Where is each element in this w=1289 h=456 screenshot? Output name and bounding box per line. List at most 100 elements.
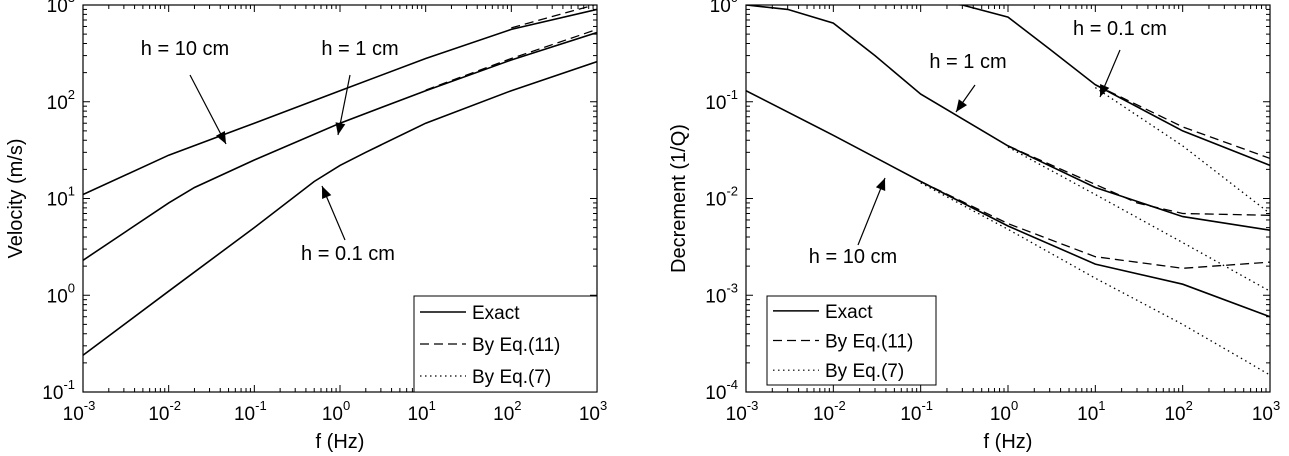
x-tick-base: 10 bbox=[579, 404, 600, 425]
x-tick-exponent: 2 bbox=[1186, 398, 1193, 413]
x-tick-label: 102 bbox=[493, 398, 521, 425]
y-tick-label: 10-1 bbox=[705, 87, 738, 114]
x-tick-exponent: 0 bbox=[343, 398, 350, 413]
annotation-label: h = 10 cm bbox=[809, 246, 897, 268]
x-tick-base: 10 bbox=[407, 404, 428, 425]
y-tick-label: 103 bbox=[47, 0, 75, 17]
series-line-h-1-cm-dotted bbox=[1007, 146, 1270, 292]
y-tick-exponent: 2 bbox=[68, 87, 75, 102]
annotation-arrow-shaft bbox=[857, 177, 886, 246]
annotation-label: h = 1 cm bbox=[929, 51, 1006, 73]
series-line-h-0-1-cm-dotted bbox=[1094, 87, 1270, 215]
x-tick-exponent: -2 bbox=[834, 398, 846, 413]
x-tick-base: 10 bbox=[726, 404, 747, 425]
x-tick-base: 10 bbox=[1164, 404, 1185, 425]
y-tick-label: 100 bbox=[710, 0, 738, 17]
series-line-h-0-1-cm-solid bbox=[950, 5, 1270, 167]
series-line-h-1-cm-solid bbox=[746, 5, 1270, 231]
series-group bbox=[83, 5, 597, 356]
series-line-h-10-cm-dashed bbox=[920, 180, 1270, 269]
y-tick-exponent: 0 bbox=[731, 0, 738, 5]
y-tick-exponent: 3 bbox=[68, 0, 75, 5]
x-axis-label: f (Hz) bbox=[316, 431, 365, 453]
annotation-arrow-head bbox=[875, 178, 886, 191]
x-tick-label: 100 bbox=[990, 398, 1018, 425]
x-tick-base: 10 bbox=[900, 404, 921, 425]
x-tick-exponent: -3 bbox=[747, 398, 759, 413]
x-tick-base: 10 bbox=[493, 404, 514, 425]
decrement-chart: 10-3 10-2 10-1 100 101 102 10310-410-310-210-1… bbox=[668, 0, 1280, 453]
y-tick-base: 10 bbox=[705, 190, 726, 211]
y-tick-base: 10 bbox=[705, 383, 726, 404]
series-line-h-0-1-cm-dashed bbox=[1095, 84, 1270, 160]
y-tick-base: 10 bbox=[47, 286, 68, 307]
y-tick-label: 10-2 bbox=[705, 184, 738, 211]
y-tick-label: 100 bbox=[47, 280, 75, 307]
x-tick-exponent: 3 bbox=[1273, 398, 1280, 413]
x-tick-label: 101 bbox=[407, 398, 435, 425]
y-tick-exponent: -3 bbox=[726, 280, 738, 295]
legend-label: By Eq.(7) bbox=[472, 367, 551, 388]
x-tick-base: 10 bbox=[990, 404, 1011, 425]
series-line-h-10-cm-solid bbox=[746, 89, 1270, 318]
y-tick-exponent: -1 bbox=[726, 87, 738, 102]
y-tick-exponent: -1 bbox=[63, 377, 75, 392]
annotation-label: h = 0.1 cm bbox=[1073, 18, 1167, 40]
series-line-h-1-cm-dashed bbox=[1007, 145, 1270, 216]
annotation-arrow-head bbox=[956, 99, 967, 112]
legend: Exact By Eq.(11) By Eq.(7) bbox=[413, 295, 598, 393]
y-axis-label: Velocity (m/s) bbox=[5, 138, 27, 258]
x-tick-exponent: 3 bbox=[600, 398, 607, 413]
y-tick-label: 10-4 bbox=[705, 377, 738, 404]
y-tick-base: 10 bbox=[47, 0, 68, 17]
tick-marks bbox=[745, 4, 1271, 393]
y-tick-label: 10-1 bbox=[42, 377, 75, 404]
y-tick-label: 10-3 bbox=[705, 280, 738, 307]
y-tick-base: 10 bbox=[710, 0, 731, 17]
annotation-arrow-head bbox=[216, 131, 226, 144]
y-tick-exponent: 1 bbox=[68, 184, 75, 199]
x-tick-base: 10 bbox=[813, 404, 834, 425]
legend-label: Exact bbox=[472, 303, 520, 324]
x-tick-label: 100 bbox=[322, 398, 350, 425]
x-tick-exponent: 1 bbox=[1098, 398, 1105, 413]
series-line-h-0-1-cm-solid bbox=[83, 60, 597, 356]
x-tick-exponent: 0 bbox=[1011, 398, 1018, 413]
y-tick-label: 102 bbox=[47, 87, 75, 114]
y-tick-base: 10 bbox=[47, 93, 68, 114]
y-tick-label: 101 bbox=[47, 184, 75, 211]
annotation-label: h = 0.1 cm bbox=[301, 243, 395, 265]
x-tick-exponent: -2 bbox=[169, 398, 181, 413]
y-tick-base: 10 bbox=[42, 383, 63, 404]
x-tick-label: 102 bbox=[1164, 398, 1192, 425]
y-axis-label: Decrement (1/Q) bbox=[668, 124, 690, 273]
y-tick-exponent: -4 bbox=[726, 377, 738, 392]
y-tick-base: 10 bbox=[47, 190, 68, 211]
series-line-h-10-cm-dashed bbox=[511, 5, 597, 29]
series-line-h-10-cm-dotted bbox=[920, 182, 1270, 376]
series-line-h-1-cm-dashed bbox=[425, 28, 597, 91]
x-tick-label: 10-3 bbox=[726, 398, 759, 425]
x-tick-base: 10 bbox=[234, 404, 255, 425]
x-tick-base: 10 bbox=[322, 404, 343, 425]
legend: Exact By Eq.(11) By Eq.(7) bbox=[766, 295, 937, 386]
annotation-arrow-head bbox=[322, 186, 332, 199]
x-tick-exponent: -1 bbox=[255, 398, 267, 413]
x-tick-label: 103 bbox=[1252, 398, 1280, 425]
annotation-label: h = 1 cm bbox=[321, 38, 398, 60]
legend-label: Exact bbox=[825, 302, 873, 323]
legend-label: By Eq.(11) bbox=[472, 335, 560, 356]
x-tick-label: 10-2 bbox=[813, 398, 846, 425]
annotation-arrow-head bbox=[335, 122, 346, 135]
x-tick-base: 10 bbox=[1252, 404, 1273, 425]
x-tick-exponent: 2 bbox=[514, 398, 521, 413]
x-tick-base: 10 bbox=[63, 404, 84, 425]
y-tick-base: 10 bbox=[705, 286, 726, 307]
x-axis-label: f (Hz) bbox=[984, 431, 1033, 453]
y-tick-exponent: -2 bbox=[726, 184, 738, 199]
velocity-chart: 10-310-210-110010110210310-1100101102103… bbox=[5, 0, 607, 453]
x-tick-label: 10-1 bbox=[234, 398, 267, 425]
legend-label: By Eq.(11) bbox=[825, 332, 913, 353]
series-line-h-10-cm-solid bbox=[83, 8, 597, 196]
y-tick-exponent: 0 bbox=[68, 280, 75, 295]
